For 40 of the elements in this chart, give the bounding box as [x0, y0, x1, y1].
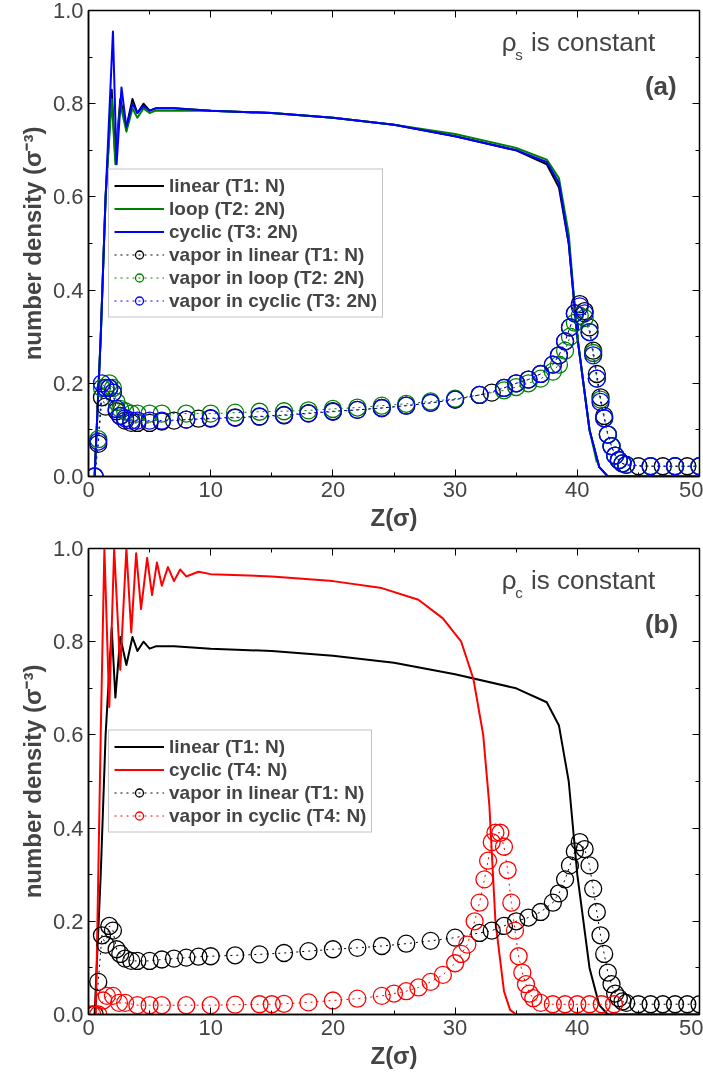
y-tick-label: 0.0 — [52, 464, 84, 489]
legend-label: linear (T1: N) — [169, 174, 286, 197]
y-tick-label: 1.0 — [52, 0, 84, 23]
x-tick-label: 50 — [679, 1014, 703, 1040]
x-axis-title: Z(σ) — [370, 503, 418, 531]
legend-label: vapor in linear (T1: N) — [169, 781, 365, 804]
annotation: (b) — [644, 608, 679, 639]
y-tick-label: 0.8 — [52, 629, 84, 655]
x-tick-label: 10 — [198, 476, 223, 502]
y-tick-label: 0.4 — [52, 277, 84, 303]
y-tick-label: 0.8 — [52, 91, 84, 117]
x-tick-label: 50 — [679, 476, 703, 502]
x-tick-label: 10 — [198, 1014, 223, 1040]
legend-label: vapor in cyclic (T3: 2N) — [169, 289, 378, 312]
legend-label: vapor in cyclic (T4: N) — [169, 804, 367, 827]
y-axis-title: number density (σ⁻³) — [18, 664, 46, 899]
legend-label: vapor in linear (T1: N) — [169, 243, 365, 266]
y-tick-label: 0.2 — [52, 908, 84, 934]
y-tick-label: 0.0 — [52, 1002, 84, 1027]
x-tick-label: 20 — [320, 1014, 346, 1040]
x-tick-label: 30 — [442, 1014, 468, 1040]
x-tick-label: 20 — [320, 476, 346, 502]
y-tick-label: 0.2 — [52, 370, 84, 396]
x-tick-label: 40 — [565, 476, 590, 502]
y-tick-label: 0.6 — [52, 184, 84, 210]
y-axis-title: number density (σ⁻³) — [18, 126, 46, 361]
x-axis-title: Z(σ) — [370, 1041, 418, 1069]
legend-label: vapor in loop (T2: 2N) — [169, 266, 365, 289]
x-tick-label: 0 — [82, 476, 95, 502]
y-tick-label: 1.0 — [52, 536, 84, 561]
annotation: (a) — [644, 70, 677, 101]
y-tick-label: 0.6 — [52, 722, 84, 748]
y-tick-label: 0.4 — [52, 815, 84, 841]
x-tick-label: 30 — [442, 476, 468, 502]
x-tick-label: 0 — [82, 1014, 95, 1040]
legend-label: cyclic (T4: N) — [169, 758, 288, 781]
legend-label: loop (T2: 2N) — [169, 197, 286, 220]
legend-label: cyclic (T3: 2N) — [169, 220, 298, 243]
x-tick-label: 40 — [565, 1014, 590, 1040]
legend-label: linear (T1: N) — [169, 735, 286, 758]
